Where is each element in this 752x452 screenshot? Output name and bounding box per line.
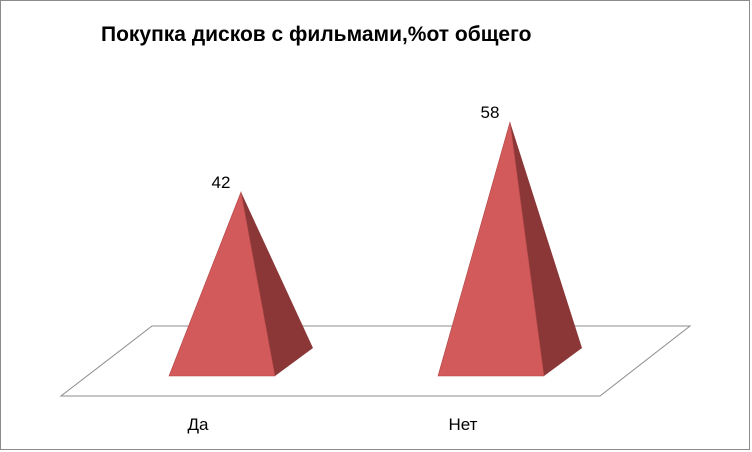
chart-title: Покупка дисков с фильмами,%от общего <box>101 23 532 46</box>
labels-group: 42 Да 58 Нет <box>188 103 500 434</box>
x-tick-label-1: Да <box>188 415 210 434</box>
pyramids-group <box>168 121 582 377</box>
data-label-1: 42 <box>212 173 231 192</box>
pyramid-side-2 <box>510 121 582 377</box>
pyramid-side-1 <box>241 192 313 376</box>
pyramid-bar-2 <box>437 121 545 377</box>
pyramid-bar-1 <box>168 190 276 377</box>
x-tick-label-2: Нет <box>449 415 478 434</box>
floor-plane <box>59 325 692 397</box>
data-label-2: 58 <box>481 103 500 122</box>
